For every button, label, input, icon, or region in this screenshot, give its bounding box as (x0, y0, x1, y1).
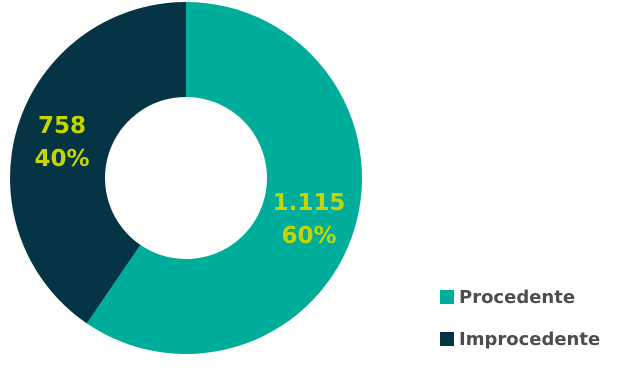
data-label-percent-procedente: 60% (281, 223, 336, 249)
data-label-value-improcedente: 758 (38, 113, 86, 139)
legend-swatch-procedente (440, 290, 454, 304)
chart-data-labels: 1.115 60% 758 40% (34, 113, 345, 249)
data-label-percent-improcedente: 40% (34, 146, 89, 172)
legend-item-improcedente: Improcedente (440, 328, 600, 350)
chart-slices (9, 2, 362, 354)
legend-swatch-improcedente (440, 332, 454, 346)
legend-item-procedente: Procedente (440, 286, 600, 308)
slice-improcedente (9, 2, 186, 324)
chart-legend: Procedente Improcedente (440, 286, 600, 370)
legend-label-procedente: Procedente (459, 286, 576, 308)
slice-procedente (86, 2, 362, 354)
legend-label-improcedente: Improcedente (459, 328, 601, 350)
data-label-value-procedente: 1.115 (273, 190, 346, 216)
donut-chart: 1.115 60% 758 40% (9, 2, 362, 354)
